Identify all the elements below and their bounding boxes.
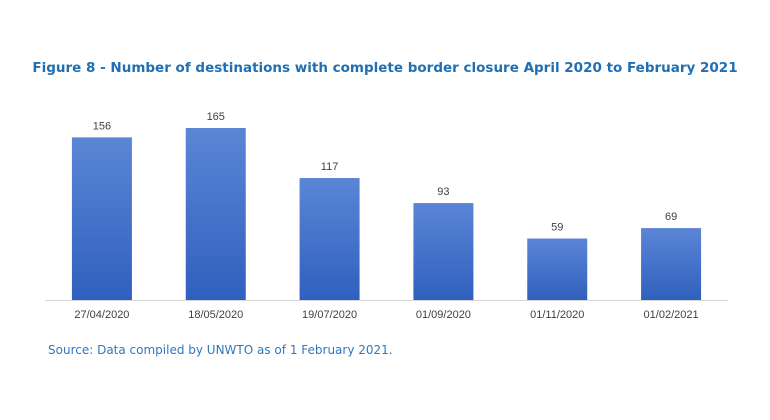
x-tick-label: 19/07/2020 [302,309,357,321]
data-label: 69 [665,211,677,223]
source-note: Source: Data compiled by UNWTO as of 1 F… [48,343,393,357]
labels-group: 156 27/04/2020 165 18/05/2020 117 19/07/2020 9… [74,111,698,321]
bar [185,128,246,300]
bar [641,228,702,300]
x-tick-label: 01/11/2020 [530,309,584,321]
data-label: 165 [207,111,225,123]
data-label: 93 [437,186,449,198]
bar [299,178,360,300]
x-tick-label: 01/09/2020 [416,309,471,321]
bar [71,137,132,300]
x-tick-label: 18/05/2020 [188,309,243,321]
data-label: 117 [321,161,339,173]
x-tick-label: 27/04/2020 [74,309,129,321]
chart-title: Figure 8 - Number of destinations with c… [32,60,738,76]
data-label: 156 [93,120,111,132]
bars-group [71,128,702,300]
x-tick-label: 01/02/2021 [644,309,699,321]
bar [413,203,474,300]
data-label: 59 [551,221,563,233]
bar [527,238,588,300]
